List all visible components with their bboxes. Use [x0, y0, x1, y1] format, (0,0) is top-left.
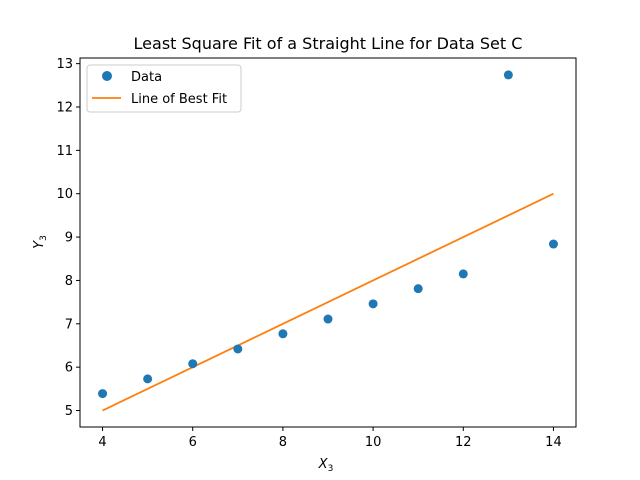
data-point	[548, 239, 558, 249]
x-axis-ticks: 4 6 8 10 12 14	[98, 427, 562, 450]
y-tick-label: 11	[56, 144, 73, 159]
legend: Data Line of Best Fit	[86, 64, 242, 113]
x-tick-label: 6	[189, 435, 197, 450]
x-tick-label: 12	[455, 435, 472, 450]
y-axis-label-subscript: 3	[39, 235, 49, 241]
plot-frame	[79, 57, 577, 428]
series-layer	[98, 70, 558, 412]
y-tick-label: 12	[56, 100, 73, 115]
x-tick-label: 10	[365, 435, 382, 450]
y-tick-label: 8	[65, 274, 73, 289]
x-axis-label: X3	[318, 457, 334, 474]
y-axis-ticks: 5 6 7 8 9 10 11 12 13	[56, 57, 80, 419]
legend-label-fit-line: Line of Best Fit	[131, 92, 227, 107]
data-point	[458, 269, 468, 279]
data-point	[413, 284, 423, 294]
data-point	[188, 359, 198, 369]
data-point	[98, 389, 108, 399]
y-tick-label: 10	[56, 187, 73, 202]
best-fit-line	[102, 192, 554, 412]
y-axis-label: Y3	[32, 235, 49, 249]
data-point	[503, 70, 513, 80]
y-axis-label-base: Y	[32, 240, 47, 249]
x-tick-label: 8	[279, 435, 287, 450]
legend-frame	[86, 64, 242, 113]
y-tick-label: 9	[65, 231, 73, 246]
plot-area: 4 6 8 10 12 14 5 6 7 8 9 10 11 12 13	[56, 57, 577, 450]
data-point	[278, 329, 288, 339]
x-tick-label: 4	[98, 435, 106, 450]
data-point	[368, 299, 378, 309]
legend-marker-data	[102, 71, 112, 81]
chart-title: Least Square Fit of a Straight Line for …	[134, 34, 523, 53]
y-tick-label: 5	[65, 404, 73, 419]
x-tick-label: 14	[545, 435, 562, 450]
x-axis-label-base: X	[318, 457, 329, 472]
y-tick-label: 7	[65, 317, 73, 332]
y-tick-label: 13	[56, 57, 73, 72]
legend-label-data: Data	[131, 70, 162, 85]
data-point	[143, 374, 153, 384]
data-point	[233, 344, 243, 354]
x-axis-label-subscript: 3	[328, 464, 334, 474]
data-point	[323, 314, 333, 324]
y-tick-label: 6	[65, 361, 73, 376]
